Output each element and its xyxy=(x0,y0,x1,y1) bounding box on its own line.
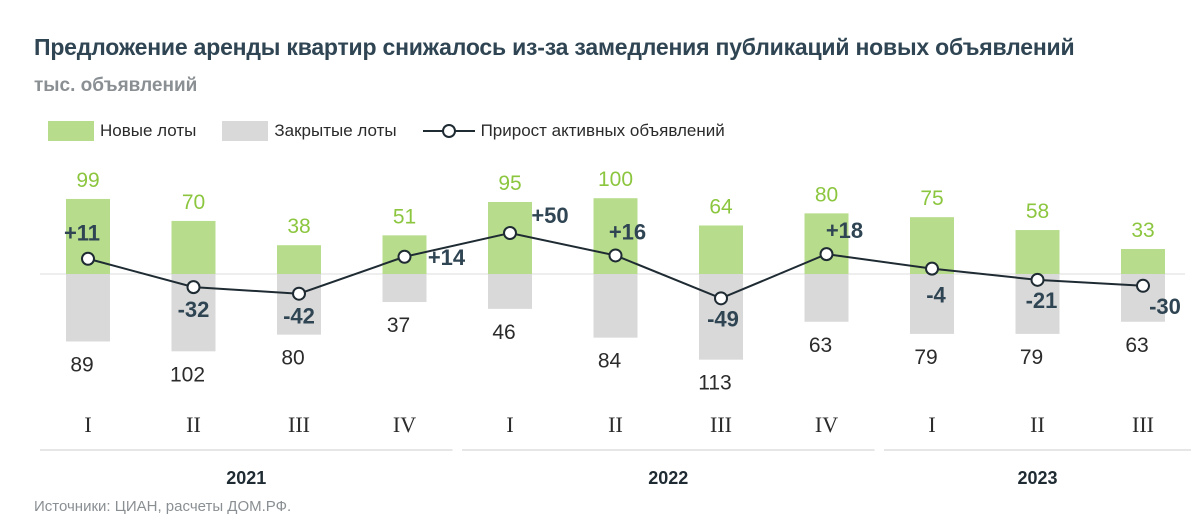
label-new-lots: 33 xyxy=(1131,219,1154,242)
growth-point xyxy=(714,291,728,306)
label-new-lots: 80 xyxy=(815,183,838,206)
legend-item-growth: Прирост активных объявлений xyxy=(422,121,725,141)
bar-new-lots xyxy=(1121,248,1165,274)
bar-closed-lots xyxy=(699,274,743,360)
legend-item-closed: Закрытые лоты xyxy=(222,121,397,141)
growth-point xyxy=(186,280,201,295)
year-label: 2023 xyxy=(1017,468,1057,488)
year-label: 2022 xyxy=(648,468,688,488)
growth-point xyxy=(503,226,517,240)
x-tick-label: III xyxy=(710,412,732,437)
growth-point xyxy=(925,261,939,276)
legend-label-growth: Прирост активных объявлений xyxy=(480,121,725,140)
label-growth: +50 xyxy=(531,203,568,228)
bar-new-lots xyxy=(804,213,849,274)
label-closed-lots: 84 xyxy=(598,350,622,373)
growth-point xyxy=(81,251,95,266)
growth-point xyxy=(397,249,412,264)
x-tick-label: IV xyxy=(393,412,416,437)
label-new-lots: 99 xyxy=(76,169,99,192)
label-new-lots: 51 xyxy=(393,205,416,228)
growth-point xyxy=(1136,278,1150,293)
legend-swatch-new xyxy=(48,121,94,141)
year-label: 2021 xyxy=(226,468,266,488)
source-note: Источники: ЦИАН, расчеты ДОМ.РФ. xyxy=(34,498,292,515)
x-tick-label: II xyxy=(186,412,201,437)
label-growth: -49 xyxy=(707,306,739,331)
label-growth: -4 xyxy=(926,283,946,308)
label-closed-lots: 79 xyxy=(914,346,937,369)
x-tick-label: III xyxy=(288,412,310,437)
label-growth: -21 xyxy=(1026,288,1058,313)
label-growth: -32 xyxy=(178,297,210,322)
label-new-lots: 95 xyxy=(498,172,521,195)
label-growth: +11 xyxy=(64,221,100,246)
bar-closed-lots xyxy=(593,274,638,338)
label-closed-lots: 63 xyxy=(1125,334,1148,357)
legend: Новые лоты Закрытые лоты Прирост активны… xyxy=(48,118,751,144)
bar-new-lots xyxy=(1015,230,1060,274)
label-closed-lots: 63 xyxy=(809,334,832,357)
label-closed-lots: 102 xyxy=(170,363,205,386)
x-tick-label: I xyxy=(506,412,513,437)
label-closed-lots: 113 xyxy=(698,372,731,395)
label-new-lots: 64 xyxy=(709,195,733,218)
label-closed-lots: 46 xyxy=(492,321,515,344)
label-new-lots: 100 xyxy=(598,168,633,191)
label-closed-lots: 79 xyxy=(1020,346,1043,369)
x-tick-label: III xyxy=(1132,412,1154,437)
legend-label-new: Новые лоты xyxy=(100,121,197,140)
bar-new-lots xyxy=(171,220,216,274)
legend-swatch-closed xyxy=(222,121,269,141)
x-tick-label: II xyxy=(1030,412,1045,437)
label-growth: -42 xyxy=(283,304,315,329)
label-new-lots: 58 xyxy=(1026,200,1049,223)
growth-point xyxy=(292,286,306,301)
legend-swatch-growth xyxy=(422,124,475,138)
label-new-lots: 70 xyxy=(182,191,205,214)
x-tick-label: II xyxy=(608,412,623,437)
label-closed-lots: 89 xyxy=(70,353,93,376)
bar-closed-lots xyxy=(488,274,532,309)
bar-new-lots xyxy=(277,245,321,274)
x-tick-label: I xyxy=(928,412,935,437)
x-tick-label: IV xyxy=(815,412,838,437)
growth-point xyxy=(819,247,834,262)
label-growth: +18 xyxy=(826,218,863,243)
growth-point xyxy=(1030,272,1045,287)
label-growth: -30 xyxy=(1149,294,1181,319)
chart-subtitle: тыс. объявлений xyxy=(34,75,198,96)
label-closed-lots: 80 xyxy=(281,347,304,370)
label-growth: +16 xyxy=(609,219,646,244)
x-tick-label: I xyxy=(84,412,91,437)
bar-new-lots xyxy=(699,225,743,274)
bar-closed-lots xyxy=(66,274,110,342)
legend-label-closed: Закрытые лоты xyxy=(274,121,397,140)
bar-closed-lots xyxy=(804,274,849,322)
growth-point xyxy=(608,248,623,263)
label-new-lots: 75 xyxy=(920,187,943,210)
label-new-lots: 38 xyxy=(287,215,310,238)
bar-closed-lots xyxy=(382,274,427,303)
chart-title: Предложение аренды квартир снижалось из-… xyxy=(34,34,1075,60)
label-growth: +14 xyxy=(428,245,466,270)
bar-closed-lots xyxy=(277,274,321,335)
label-closed-lots: 37 xyxy=(387,314,410,337)
bar-closed-lots xyxy=(910,274,954,334)
legend-item-new: Новые лоты xyxy=(48,121,196,141)
